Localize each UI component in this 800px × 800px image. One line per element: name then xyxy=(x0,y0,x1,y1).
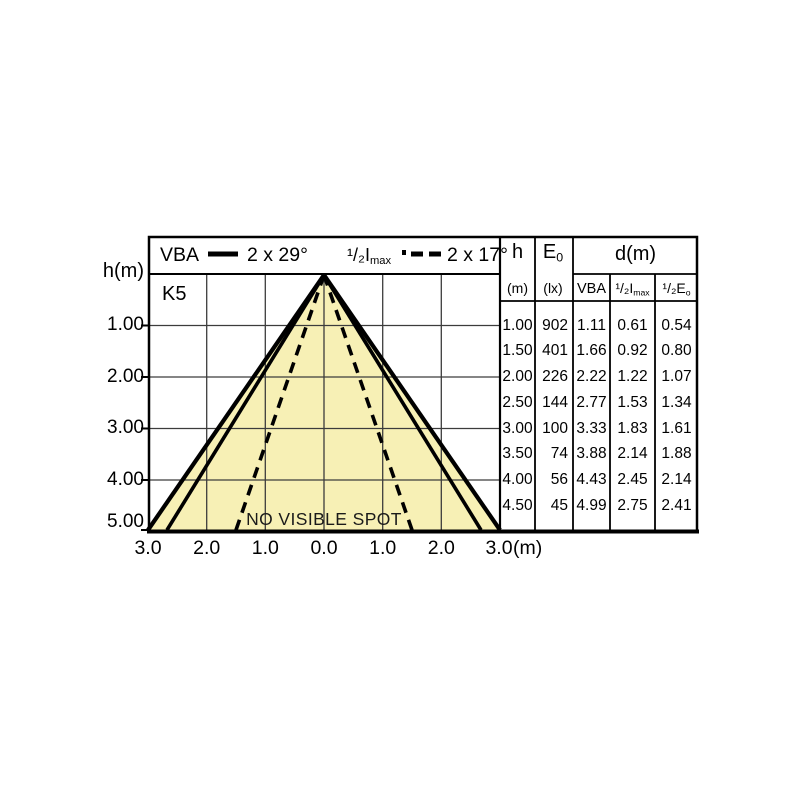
half-imax-sub: max xyxy=(369,255,392,268)
imax-sub: max xyxy=(633,287,650,298)
cell-heo: 1.61 xyxy=(661,419,692,437)
cell-imax: 1.83 xyxy=(617,419,648,437)
cell-e0: 74 xyxy=(550,445,568,463)
x-tick-4: 0.0 xyxy=(310,537,338,559)
legend-vba-label: VBA xyxy=(160,244,200,266)
legend-half-imax-angle: 2 x 17° xyxy=(447,244,508,266)
cell-h: 4.50 xyxy=(502,496,533,514)
heo-sub: o xyxy=(685,287,691,298)
table-row: 3.50 74 3.88 2.14 1.88 xyxy=(500,441,698,467)
h-axis-label: h(m) xyxy=(102,260,144,282)
x-tick-6: 2.0 xyxy=(427,537,455,559)
half-imax-right-line xyxy=(322,274,414,531)
cell-heo: 1.88 xyxy=(661,445,692,463)
h-axis-ticks xyxy=(141,324,148,531)
x-tick-3: 1.0 xyxy=(251,537,279,559)
x-tick-2: 2.0 xyxy=(193,537,221,559)
cell-imax: 1.53 xyxy=(617,393,648,411)
table-header-h: h xyxy=(511,241,524,263)
cell-e0: 144 xyxy=(542,393,568,411)
cell-e0: 56 xyxy=(550,471,568,488)
cell-imax: 2.75 xyxy=(617,496,648,514)
cell-imax: 2.14 xyxy=(617,445,648,463)
cell-vba: 2.22 xyxy=(576,368,607,385)
cell-imax: 1.22 xyxy=(617,368,648,385)
e0-base: E xyxy=(542,241,557,263)
table-header-h-unit: (m) xyxy=(507,280,528,296)
cell-heo: 1.07 xyxy=(661,368,692,385)
cell-heo: 2.41 xyxy=(661,496,692,514)
cell-imax: 0.61 xyxy=(617,316,648,334)
heo-base: ¹/₂E xyxy=(662,280,686,296)
cell-h: 3.50 xyxy=(502,445,533,463)
cell-vba: 3.33 xyxy=(576,419,607,437)
table-header-vba: VBA xyxy=(576,281,607,297)
h-tick-2: 2.00 xyxy=(107,365,144,387)
cell-e0: 100 xyxy=(542,419,568,437)
table-row: 3.00 100 3.33 1.83 1.61 xyxy=(500,416,698,442)
half-imax-left-line xyxy=(234,274,326,531)
cell-h: 3.00 xyxy=(502,419,533,437)
cell-heo: 0.54 xyxy=(661,316,692,334)
x-tick-7: 3.0 xyxy=(485,537,513,559)
table-header-e0-unit: (lx) xyxy=(543,280,563,296)
x-axis-unit: (m) xyxy=(513,537,543,559)
h-tick-3: 3.00 xyxy=(107,417,144,438)
table-row: 2.00 226 2.22 1.22 1.07 xyxy=(500,364,698,390)
cell-vba: 3.88 xyxy=(576,445,607,463)
legend-half-imax-label: ¹/₂Imax xyxy=(347,243,391,267)
table-row: 4.00 56 4.43 2.45 2.14 xyxy=(500,467,698,493)
table-row: 2.50 144 2.77 1.53 1.34 xyxy=(500,390,698,416)
x-tick-5: 1.0 xyxy=(369,537,397,559)
cell-heo: 1.34 xyxy=(661,393,692,411)
vba-outer-left-line xyxy=(146,273,326,532)
table-header-e0: E0 xyxy=(543,241,563,264)
e0-sub: 0 xyxy=(556,250,564,265)
cell-heo: 0.80 xyxy=(661,342,692,360)
cell-e0: 401 xyxy=(542,342,568,360)
cell-h: 1.50 xyxy=(502,342,533,360)
cell-e0: 45 xyxy=(550,496,568,514)
cell-vba: 1.11 xyxy=(576,316,607,334)
table-header-half-imax: ¹/₂Imax xyxy=(615,280,649,297)
h-tick-5: 5.00 xyxy=(107,511,144,532)
cell-h: 2.50 xyxy=(502,393,533,411)
table-row: 1.50 401 1.66 0.92 0.80 xyxy=(500,338,698,364)
no-visible-spot-label: NO VISIBLE SPOT xyxy=(246,509,402,529)
cell-vba: 4.99 xyxy=(576,496,607,514)
frame-lines xyxy=(147,235,699,534)
cell-h: 4.00 xyxy=(502,471,533,488)
cell-h: 2.00 xyxy=(502,368,533,385)
vba-inner-left-line xyxy=(165,274,326,531)
cell-e0: 226 xyxy=(542,368,568,385)
h-tick-1: 1.00 xyxy=(107,314,144,335)
vertical-gridlines xyxy=(206,274,442,530)
cell-vba: 4.43 xyxy=(576,471,607,488)
beam-code-label: K5 xyxy=(162,283,187,305)
cell-vba: 1.66 xyxy=(576,342,607,360)
table-row: 1.00 902 1.11 0.61 0.54 xyxy=(500,313,698,339)
cell-vba: 2.77 xyxy=(576,393,607,411)
vba-inner-right-line xyxy=(322,274,483,531)
legend-dashed-line-sample xyxy=(402,250,441,257)
vba-outer-right-line xyxy=(322,273,502,532)
vba-beam-lines xyxy=(146,273,502,532)
table-row: 4.50 45 4.99 2.75 2.41 xyxy=(500,493,698,519)
half-imax-base: ¹/₂I xyxy=(347,245,370,265)
cell-imax: 0.92 xyxy=(617,342,648,360)
cell-h: 1.00 xyxy=(502,316,533,334)
imax-base: ¹/₂I xyxy=(615,280,634,296)
h-tick-4: 4.00 xyxy=(107,468,144,490)
legend-vba-angle: 2 x 29° xyxy=(247,244,308,266)
cell-imax: 2.45 xyxy=(617,471,648,488)
cell-heo: 2.14 xyxy=(661,471,692,488)
cell-e0: 902 xyxy=(542,316,568,334)
table-header-half-eo: ¹/₂Eo xyxy=(662,280,690,297)
x-tick-1: 3.0 xyxy=(134,537,162,559)
table-header-d-group: d(m) xyxy=(614,243,657,265)
half-imax-dashed-lines xyxy=(234,274,414,531)
